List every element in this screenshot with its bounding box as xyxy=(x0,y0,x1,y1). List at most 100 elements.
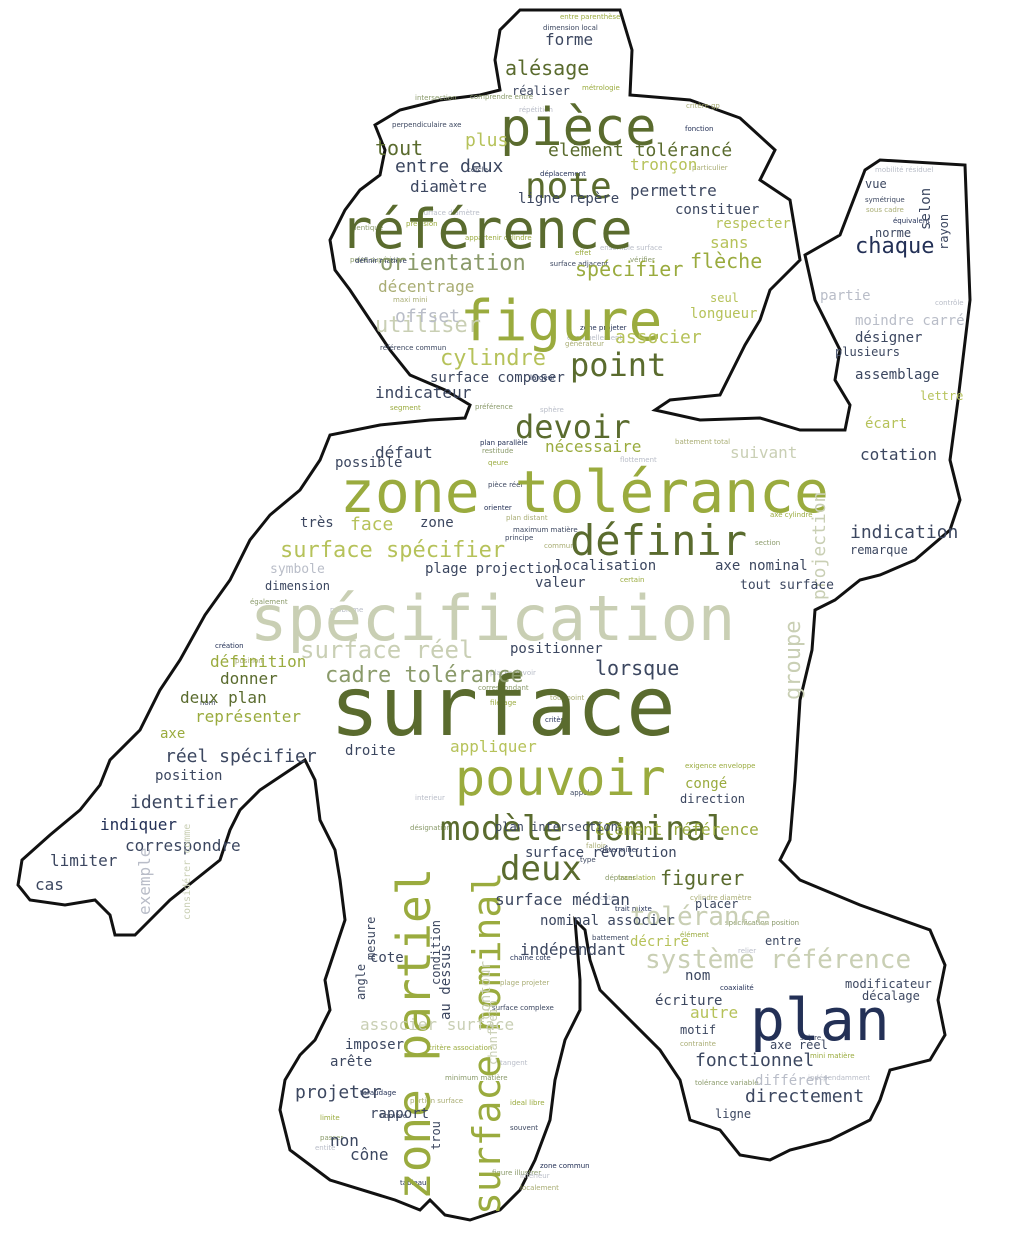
tiny-word-78: surface complexe xyxy=(492,1004,554,1012)
word-94: entre xyxy=(765,934,801,948)
word-52: suivant xyxy=(730,443,797,462)
tiny-word-14: point supérieur xyxy=(350,256,403,264)
tiny-word-76: chaîne cote xyxy=(510,954,551,962)
tiny-word-41: plan distant xyxy=(506,514,548,522)
word-108: arête xyxy=(330,1054,372,1070)
word-115: norme xyxy=(875,226,911,240)
tiny-word-54: nom xyxy=(200,699,216,707)
tiny-word-38: restitude xyxy=(482,447,513,455)
word-71: deux plan xyxy=(180,688,267,707)
word-133: considérer comme xyxy=(181,824,193,920)
tiny-word-29: générateur xyxy=(565,340,604,348)
word-12: note xyxy=(525,166,612,207)
word-105: ligne xyxy=(715,1107,751,1121)
tiny-word-3: surface diamètre xyxy=(420,209,480,217)
word-46: seul xyxy=(710,291,739,305)
word-51: surface composer xyxy=(430,370,565,386)
word-13: devoir xyxy=(515,408,631,446)
word-16: système référence xyxy=(645,945,911,975)
tiny-word-75: relier xyxy=(738,947,756,955)
tiny-word-71: cylindre diamètre xyxy=(690,894,752,902)
tiny-word-91: limite xyxy=(320,1114,340,1122)
word-85: congé xyxy=(685,776,727,792)
tiny-word-25: effet xyxy=(575,249,591,257)
tiny-word-88: taraudage xyxy=(360,1089,396,1097)
word-93: décrire xyxy=(630,934,689,950)
word-26: orientation xyxy=(380,251,526,276)
tiny-word-4: fonction xyxy=(685,125,713,133)
word-123: lettre xyxy=(920,389,963,403)
tiny-word-23: maxi mini xyxy=(393,296,428,304)
word-121: plusieurs xyxy=(835,345,900,359)
tiny-word-52: création xyxy=(215,642,244,650)
word-111: non xyxy=(330,1131,359,1150)
tiny-word-45: contrôle xyxy=(935,299,964,307)
tiny-word-96: souvent xyxy=(510,1124,538,1132)
tiny-word-13: précision xyxy=(406,220,438,228)
tiny-word-77: plage projeter xyxy=(500,979,549,987)
word-100: motif xyxy=(680,1023,716,1037)
word-77: indiquer xyxy=(100,815,177,834)
tiny-word-36: pièce réel xyxy=(488,481,522,489)
tiny-word-51: problème xyxy=(330,606,363,614)
word-118: partie xyxy=(820,288,871,304)
word-5: pièce xyxy=(500,98,657,158)
tiny-word-39: flottement xyxy=(620,456,657,464)
word-80: cas xyxy=(35,875,64,894)
word-132: trou xyxy=(429,1121,443,1150)
word-109: projeter xyxy=(295,1082,382,1103)
word-87: plan intersection xyxy=(495,820,618,834)
word-37: ligne repère xyxy=(518,191,619,207)
word-86: direction xyxy=(680,792,745,806)
word-27: utiliser xyxy=(375,313,481,338)
word-39: constituer xyxy=(675,202,759,218)
word-131: angle xyxy=(354,964,368,1000)
word-98: écriture xyxy=(655,993,722,1009)
word-88: surface révolution xyxy=(525,845,677,861)
word-66: dimension xyxy=(265,579,330,593)
tiny-word-17: sous cadre xyxy=(866,206,904,214)
tiny-word-50: également xyxy=(250,598,288,606)
word-90: nominal associer xyxy=(540,913,675,929)
word-2: zone tolérance xyxy=(340,458,829,526)
tiny-words-layer: dimension local entre parenthèse intersect… xyxy=(200,13,964,1192)
tiny-word-58: critère xyxy=(545,716,568,724)
word-45: offset xyxy=(395,306,460,327)
tiny-word-19: appartenir cylindre xyxy=(465,234,532,242)
word-33: élément tolérancé xyxy=(548,140,732,161)
word-58: zone xyxy=(420,515,454,531)
word-43: réaliser xyxy=(512,84,570,98)
word-59: indication xyxy=(850,522,958,543)
word-29: flèche xyxy=(690,249,762,273)
tiny-word-28: zone projeter xyxy=(580,324,627,332)
word-28: spécifier xyxy=(575,257,683,281)
word-14: point xyxy=(570,346,666,384)
tiny-word-8: comprendre entre xyxy=(470,93,533,101)
tiny-word-5: critère gp xyxy=(686,102,720,110)
tiny-word-72: battement xyxy=(592,934,629,942)
tiny-word-44: section xyxy=(755,539,780,547)
tiny-word-35: battement total xyxy=(675,438,730,446)
word-11: surface nominal xyxy=(465,872,509,1215)
tiny-word-87: indépendamment xyxy=(808,1074,870,1082)
tiny-word-47: commun xyxy=(544,542,575,550)
tiny-word-67: translation xyxy=(618,874,656,882)
tiny-word-92: passer xyxy=(320,1134,343,1142)
word-73: axe xyxy=(160,726,185,742)
word-110: rapport xyxy=(370,1106,429,1122)
word-25: cylindre xyxy=(440,346,546,371)
tiny-word-83: contrainte xyxy=(680,1040,716,1048)
word-129: condition xyxy=(429,920,443,985)
word-79: limiter xyxy=(50,851,118,870)
tiny-word-12: cercle xyxy=(467,166,488,174)
word-7: plan xyxy=(750,986,890,1054)
tiny-word-1: entre parenthèse xyxy=(560,13,620,21)
word-8: zone partiel xyxy=(387,868,441,1200)
word-78: correspondre xyxy=(125,836,241,855)
tiny-word-40: orienter xyxy=(484,504,512,512)
tiny-word-98: figure illustrer xyxy=(492,1169,541,1177)
tiny-word-81: tangent xyxy=(500,1059,528,1067)
word-63: axe nominal xyxy=(715,558,808,574)
tiny-word-31: segment xyxy=(390,404,421,412)
word-92: indépendant xyxy=(520,940,626,959)
